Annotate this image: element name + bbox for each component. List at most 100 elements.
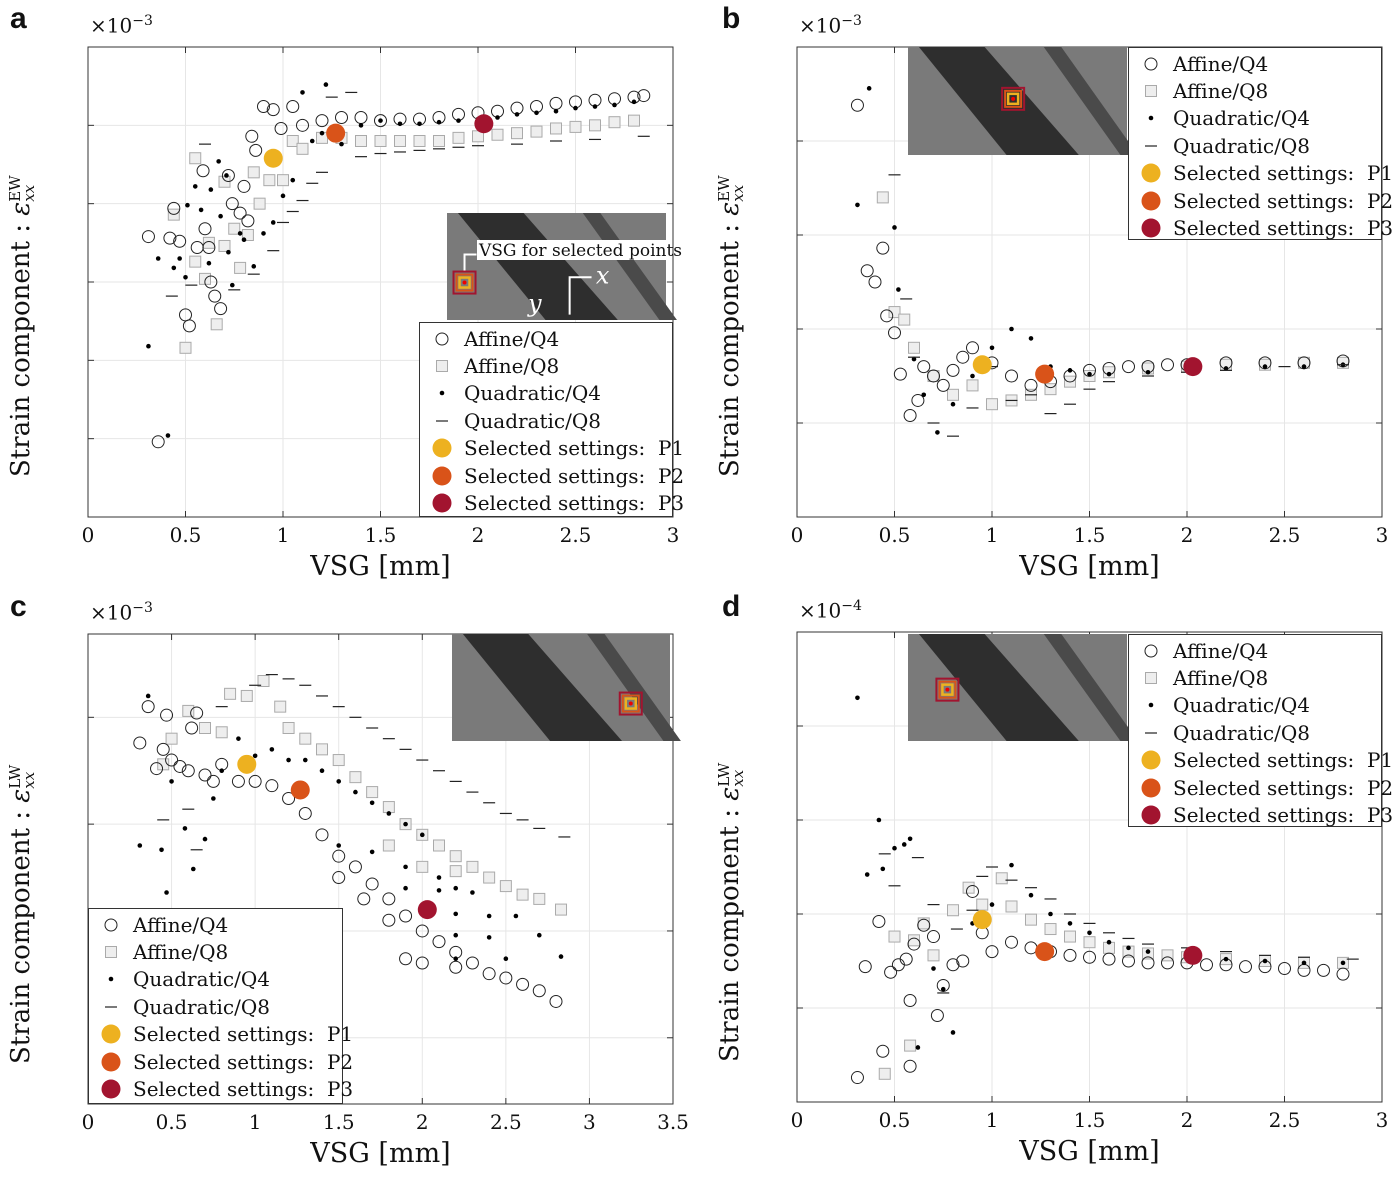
data-point [189, 152, 202, 165]
legend-marker [435, 332, 449, 346]
y-axis-label: Strain component : ε EW xx [6, 175, 38, 477]
y-label-text: Strain component : [6, 215, 36, 477]
specimen-inset-image [908, 47, 1138, 155]
legend-label: Quadratic/Q4 [133, 967, 270, 992]
data-point [164, 890, 169, 895]
data-point [499, 880, 512, 893]
data-point [1067, 368, 1073, 373]
data-point [532, 984, 546, 998]
data-point [417, 900, 437, 920]
x-tick-label: 1 [985, 523, 999, 547]
data-point [876, 817, 882, 823]
data-point [415, 924, 429, 938]
legend-label: Selected settings: P3 [1173, 803, 1394, 828]
data-point [199, 722, 211, 734]
data-point [433, 839, 445, 852]
data-point [286, 135, 299, 147]
data-point [415, 956, 429, 970]
data-point [483, 871, 496, 884]
data-point [374, 135, 387, 147]
legend-marker-icon [1141, 778, 1161, 798]
legend-marker-icon [1144, 57, 1158, 71]
axes-arrows [568, 276, 592, 315]
data-point [156, 742, 170, 756]
data-point [436, 888, 442, 893]
data-point [903, 408, 917, 422]
data-point [534, 110, 539, 116]
data-point [503, 956, 509, 962]
x-tick-label: 3 [583, 1110, 596, 1134]
data-point [482, 967, 496, 981]
data-point [1044, 383, 1057, 396]
series-selected-settings-p1 [972, 355, 992, 375]
legend-entry: Quadratic/Q4 [1129, 105, 1381, 132]
data-point [972, 910, 992, 930]
data-point [185, 721, 199, 735]
data-point [1067, 921, 1073, 926]
data-point [339, 141, 344, 147]
y-axis-label: Strain component : ε LW xx [715, 763, 747, 1062]
annotation-arrow [463, 253, 477, 271]
legend-marker-icon [105, 1006, 117, 1008]
data-point [349, 771, 362, 784]
data-point [876, 241, 890, 255]
y-label-subscript: xx [729, 769, 747, 787]
data-point [277, 174, 289, 187]
data-point [355, 135, 367, 147]
data-point [1044, 923, 1057, 936]
legend-marker-icon [101, 1052, 121, 1072]
legend-label: Quadratic/Q8 [1173, 133, 1310, 158]
legend-label: Selected settings: P1 [464, 436, 685, 461]
data-point [950, 401, 956, 407]
data-point [956, 350, 970, 364]
data-point [300, 90, 305, 95]
data-point [353, 789, 358, 795]
legend-entry: Affine/Q4 [420, 325, 672, 352]
vsg-box-p1 [941, 683, 954, 696]
data-point [1102, 952, 1116, 966]
y-label-script: EW xx [715, 175, 747, 201]
data-point [868, 275, 882, 289]
legend-marker [1148, 116, 1154, 121]
vsg-box-p1 [624, 697, 638, 710]
data-point [221, 168, 235, 182]
data-point [995, 872, 1008, 885]
legend-marker-icon [1145, 672, 1157, 685]
data-point [553, 108, 559, 114]
x-tick-label: 0.5 [169, 523, 202, 547]
data-point [171, 265, 177, 271]
multiplier-base: ×10 [799, 13, 842, 38]
data-point [888, 930, 901, 943]
data-point [499, 971, 513, 985]
x-tick-label: 1.5 [1073, 523, 1106, 547]
selected-point-marker [628, 701, 633, 706]
legend-label: Selected settings: P1 [133, 1022, 354, 1047]
data-point [860, 264, 874, 278]
data-point [986, 398, 998, 411]
data-point [608, 116, 621, 129]
data-point [985, 945, 999, 959]
legend-entry: Quadratic/Q8 [420, 407, 672, 434]
data-point [332, 849, 346, 863]
data-point [872, 915, 886, 929]
x-axis-label: VSG [mm] [310, 551, 451, 582]
legend: Affine/Q4 Affine/Q8 Quadratic/Q4 Quadratic/… [419, 322, 684, 517]
data-point [230, 282, 235, 288]
data-point [436, 875, 442, 880]
data-point [637, 89, 651, 103]
legend-marker-icon [1145, 145, 1157, 147]
data-point [214, 302, 228, 316]
data-point [956, 954, 970, 968]
legend-label: Affine/Q4 [464, 326, 560, 351]
data-point [403, 821, 408, 827]
specimen-inset-image [908, 634, 1138, 741]
data-point [946, 363, 960, 377]
data-point [270, 220, 276, 225]
legend-marker [105, 946, 117, 959]
data-point [191, 866, 196, 872]
multiplier-exponent: −3 [841, 13, 862, 29]
data-point [335, 111, 348, 124]
data-point [898, 313, 911, 326]
series-affine-q4 [850, 98, 1350, 422]
